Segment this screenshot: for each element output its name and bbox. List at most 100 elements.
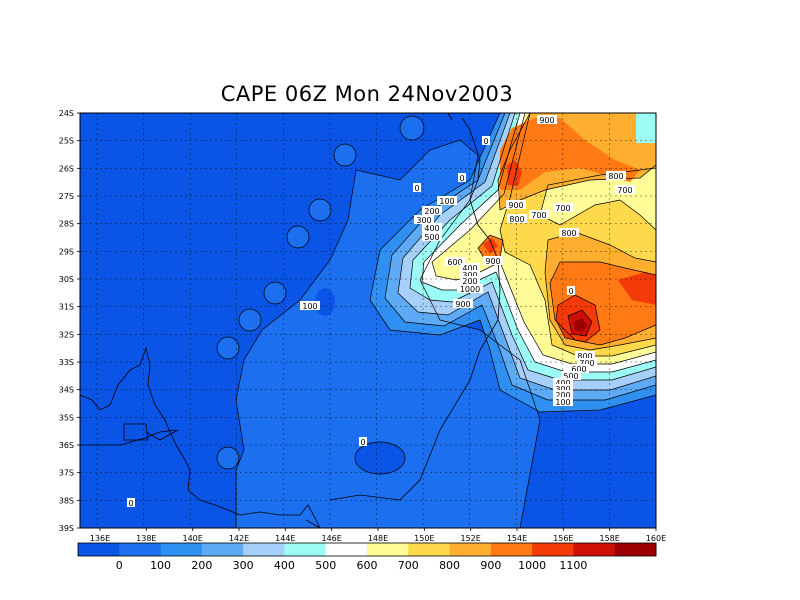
contour-label-bg	[445, 257, 465, 266]
colorbar-swatch	[573, 543, 616, 556]
colorbar-swatch	[367, 543, 409, 556]
colorbar-label: 400	[274, 559, 295, 572]
region-corner	[636, 113, 656, 143]
contour-label-bg	[575, 351, 595, 360]
contour-label: 800	[509, 215, 524, 224]
colorbar-label: 800	[439, 559, 460, 572]
contour-label-bg	[553, 397, 573, 406]
contour-label-bg	[569, 364, 589, 373]
contour-label-bg	[414, 215, 434, 224]
lat-label: 33S	[59, 358, 74, 367]
contour-label: 0	[414, 184, 419, 193]
contour-label-bg	[460, 270, 480, 279]
contour-label: 400	[555, 379, 570, 388]
contour-label: 500	[424, 233, 439, 242]
colorbar-swatch	[160, 543, 203, 556]
contour-label-bg	[553, 384, 573, 393]
contour-label-bg	[300, 301, 320, 310]
colorbar-frame	[77, 542, 657, 557]
lat-label: 32S	[59, 330, 74, 339]
colorbar-label: 600	[357, 559, 378, 572]
lat-label: 37S	[59, 469, 74, 478]
lon-label: 150E	[414, 534, 434, 543]
contour-label: 700	[579, 359, 594, 368]
contour-label-bg	[483, 256, 503, 265]
colorbar-swatch	[449, 543, 492, 556]
lat-label: 36S	[59, 441, 74, 450]
contour-label: 200	[424, 207, 439, 216]
lat-label: 29S	[59, 247, 74, 256]
lon-label: 142E	[229, 534, 249, 543]
lat-label: 30S	[59, 275, 74, 284]
contour-label-bg	[577, 358, 597, 367]
contour-label-bg	[567, 286, 575, 295]
colorbar-label: 700	[398, 559, 419, 572]
contour-label-bg	[413, 183, 421, 192]
contour-label: 600	[571, 365, 586, 374]
colorbar-swatch	[78, 543, 120, 556]
contour-label-bg	[460, 276, 480, 285]
colorbar-swatch	[201, 543, 244, 556]
cell-blob	[217, 337, 239, 359]
contour-label: 100	[302, 302, 317, 311]
contour-label: 0	[459, 174, 464, 183]
contour-label-bg	[537, 115, 557, 124]
colorbar-swatch	[490, 543, 533, 556]
map-frame	[79, 112, 657, 529]
contour-label: 500	[563, 372, 578, 381]
contour-label: 700	[555, 204, 570, 213]
map-title: CAPE 06Z Mon 24Nov2003	[220, 82, 514, 106]
contour-label: 700	[531, 211, 546, 220]
contour-label-bg	[127, 498, 135, 507]
contour-label: 400	[462, 264, 477, 273]
contour-label: 100	[555, 398, 570, 407]
region-peak	[574, 318, 588, 332]
contour-label: 0	[483, 137, 488, 146]
cape-fill-layers	[80, 113, 656, 528]
lat-label: 24S	[59, 109, 74, 118]
cell-blob	[239, 309, 261, 331]
contour-label-bg	[422, 223, 442, 232]
colorbar-swatch	[408, 543, 451, 556]
colorbar-label: 200	[191, 559, 212, 572]
cell-blob	[400, 116, 424, 140]
cell-blob	[309, 199, 331, 221]
lon-label: 156E	[553, 534, 573, 543]
lat-label: 35S	[59, 413, 74, 422]
cell-blob	[287, 226, 309, 248]
color-bar: 0 100 200 300 400 500 600 700 800 900 1000 1100	[77, 542, 657, 572]
region-1000-small	[483, 238, 498, 254]
contour-label: 1000	[460, 285, 480, 294]
cell-blob	[217, 447, 239, 469]
contour-label-bg	[437, 196, 457, 205]
grid-lines	[80, 113, 656, 528]
colorbar-label: 1100	[559, 559, 587, 572]
lon-label: 154E	[507, 534, 527, 543]
contour-label-bg	[422, 232, 442, 241]
cell-blob	[334, 144, 356, 166]
contour-label-bg	[457, 284, 483, 293]
contour-label-bg	[506, 200, 526, 209]
colorbar-swatch	[532, 543, 574, 556]
lat-label: 39S	[59, 524, 74, 533]
contour-label: 0	[360, 438, 365, 447]
contour-label-bg	[529, 210, 549, 219]
lon-label: 158E	[600, 534, 620, 543]
contour-label: 300	[555, 385, 570, 394]
contour-label: 200	[555, 391, 570, 400]
contour-label-bg	[559, 228, 579, 237]
colorbar-label: 0	[116, 559, 123, 572]
lon-label: 152E	[461, 534, 481, 543]
colorbar-label: 500	[315, 559, 336, 572]
contour-label-bg	[359, 437, 367, 446]
contour-label: 0	[568, 287, 573, 296]
lat-label: 25S	[59, 137, 74, 146]
contour-label: 600	[447, 258, 462, 267]
lat-label: 27S	[59, 192, 74, 201]
lat-label: 38S	[59, 496, 74, 505]
contour-label: 100	[439, 197, 454, 206]
colorbar-swatch	[243, 543, 285, 556]
lat-label: 31S	[59, 303, 74, 312]
lon-label: 140E	[183, 534, 203, 543]
